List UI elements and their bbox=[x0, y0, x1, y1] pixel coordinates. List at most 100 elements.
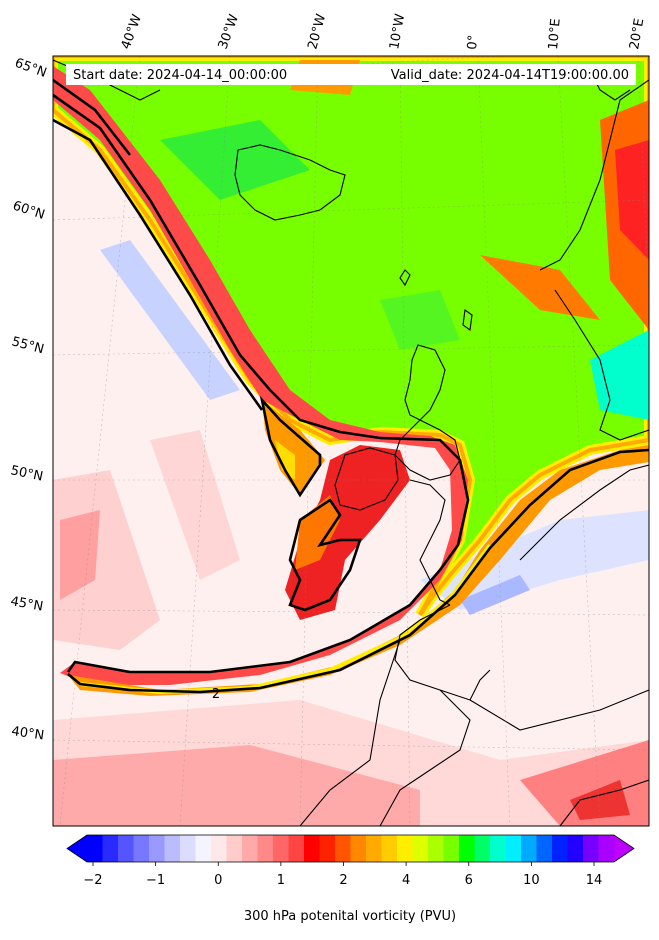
lon-label-10e: 10°E bbox=[546, 18, 564, 50]
pv-jet-south-orange bbox=[68, 445, 649, 696]
colorbar-tick-label: 14 bbox=[586, 873, 603, 888]
lat-label-60n: 60°N bbox=[11, 199, 47, 223]
colorbar-title: 300 hPa potenital vorticity (PVU) bbox=[244, 909, 456, 924]
colorbar-segment bbox=[118, 835, 134, 862]
colorbar-segment bbox=[567, 835, 584, 862]
colorbar-segment bbox=[598, 835, 615, 862]
lon-label-30w: 30°W bbox=[216, 12, 242, 51]
coast-iberia-west bbox=[299, 639, 401, 826]
contour-line-3 bbox=[53, 118, 264, 411]
colorbar-segment bbox=[335, 835, 351, 862]
coast-denmark-baltic bbox=[554, 289, 649, 441]
lat-label-50n: 50°N bbox=[9, 463, 44, 484]
pv-patch-faroe bbox=[380, 290, 460, 350]
colorbar-tick-label: 2 bbox=[339, 873, 347, 888]
colorbar-ticks: −2 −1 0 1 2 4 6 10 14 bbox=[83, 862, 602, 888]
pv-streamer-body bbox=[53, 66, 468, 685]
pv-lobe-south bbox=[285, 445, 410, 620]
graticule-lon-0 bbox=[477, 56, 511, 826]
colorbar-segment bbox=[226, 835, 243, 862]
contour-loop-north bbox=[259, 395, 322, 498]
pv-field bbox=[53, 56, 649, 826]
coast-iceland bbox=[234, 144, 346, 221]
graticule-lon-10w bbox=[399, 56, 411, 826]
colorbar-segment bbox=[350, 835, 367, 862]
pv-patch-norway-sea bbox=[480, 255, 600, 320]
contour-jet-south-edge bbox=[67, 448, 649, 694]
colorbar-segment bbox=[381, 835, 398, 862]
colorbar-segment bbox=[366, 835, 382, 862]
colorbar-segment bbox=[304, 835, 320, 862]
colorbar-tick-label: 1 bbox=[277, 873, 285, 888]
lat-label-40n: 40°N bbox=[10, 724, 45, 743]
coast-england bbox=[394, 419, 461, 481]
colorbar-segment bbox=[552, 835, 568, 862]
lat-label-55n: 55°N bbox=[10, 334, 46, 357]
coast-france-west bbox=[409, 479, 451, 606]
graticule-lon-20w bbox=[299, 56, 319, 826]
colorbar: −2 −1 0 1 2 4 6 10 14 bbox=[66, 834, 635, 888]
colorbar-segment bbox=[536, 835, 553, 862]
lon-label-40w: 40°W bbox=[119, 12, 145, 51]
graticule-lon-20e bbox=[637, 56, 649, 301]
colorbar-tick-label: 0 bbox=[214, 873, 222, 888]
colorbar-segment bbox=[490, 835, 506, 862]
coast-shetland bbox=[462, 309, 473, 331]
coast-iberia-north bbox=[394, 604, 491, 701]
colorbar-segment bbox=[459, 835, 475, 862]
colorbar-segment bbox=[583, 835, 599, 862]
contour-line-2 bbox=[53, 93, 470, 571]
colorbar-segments bbox=[87, 835, 615, 862]
colorbar-segment bbox=[180, 835, 196, 862]
start-date-text: Start date: 2024-04-14_00:00:00 bbox=[73, 68, 287, 83]
pv-blue-streak-3 bbox=[460, 575, 530, 615]
colorbar-segment bbox=[195, 835, 212, 862]
colorbar-segment bbox=[474, 835, 491, 862]
lat-label-65n: 65°N bbox=[13, 56, 49, 81]
pv-patch-iceland bbox=[160, 120, 310, 200]
graticule bbox=[53, 56, 649, 826]
lon-label-10w: 10°W bbox=[387, 13, 408, 51]
colorbar-segment bbox=[505, 835, 522, 862]
colorbar-segment bbox=[211, 835, 227, 862]
colorbar-tick-label: −1 bbox=[146, 873, 165, 888]
coast-faroes bbox=[399, 269, 411, 287]
pv-streak-sw bbox=[53, 470, 160, 650]
graticule-lon-30w bbox=[179, 56, 231, 826]
pv-streak-sw-core bbox=[60, 510, 100, 600]
coast-mediterranean bbox=[469, 689, 649, 731]
contour-value-label: 2 bbox=[212, 687, 220, 702]
pv-blue-streak-1 bbox=[100, 240, 240, 400]
colorbar-segment bbox=[273, 835, 289, 862]
longitude-labels: 40°W 30°W 20°W 10°W 0° 10°E 20°E bbox=[119, 12, 648, 51]
pv-lobe-north-streamer bbox=[262, 400, 325, 495]
colorbar-extend-high bbox=[614, 835, 634, 862]
colorbar-outline bbox=[66, 834, 635, 863]
colorbar-extend-low bbox=[67, 835, 87, 862]
header-box bbox=[66, 64, 636, 85]
graticule-lon-10e bbox=[557, 56, 601, 826]
pv-edge-orange bbox=[53, 56, 649, 617]
lon-label-0: 0° bbox=[465, 34, 481, 50]
colorbar-tick-label: 10 bbox=[523, 873, 540, 888]
colorbar-segment bbox=[521, 835, 537, 862]
valid-date-text: Valid_date: 2024-04-14T19:00:00.00 bbox=[391, 68, 629, 83]
coast-ireland bbox=[334, 447, 399, 511]
colorbar-segment bbox=[87, 835, 103, 862]
coast-norway bbox=[539, 79, 649, 271]
coast-europe-lowlands bbox=[519, 464, 649, 561]
colorbar-segment bbox=[428, 835, 444, 862]
lon-label-20e: 20°E bbox=[627, 17, 647, 50]
colorbar-segment bbox=[133, 835, 150, 862]
colorbar-tick-label: −2 bbox=[83, 873, 102, 888]
pv-patch-cyan bbox=[590, 330, 649, 420]
colorbar-segment bbox=[149, 835, 165, 862]
contour-2pvu bbox=[53, 78, 649, 694]
coast-iberia-south bbox=[379, 689, 471, 826]
pv-lobe-north-yellow bbox=[275, 440, 295, 480]
colorbar-tick-label: 4 bbox=[402, 873, 410, 888]
colorbar-segment bbox=[102, 835, 119, 862]
contour-line-1 bbox=[53, 78, 132, 156]
colorbar-segment bbox=[242, 835, 258, 862]
